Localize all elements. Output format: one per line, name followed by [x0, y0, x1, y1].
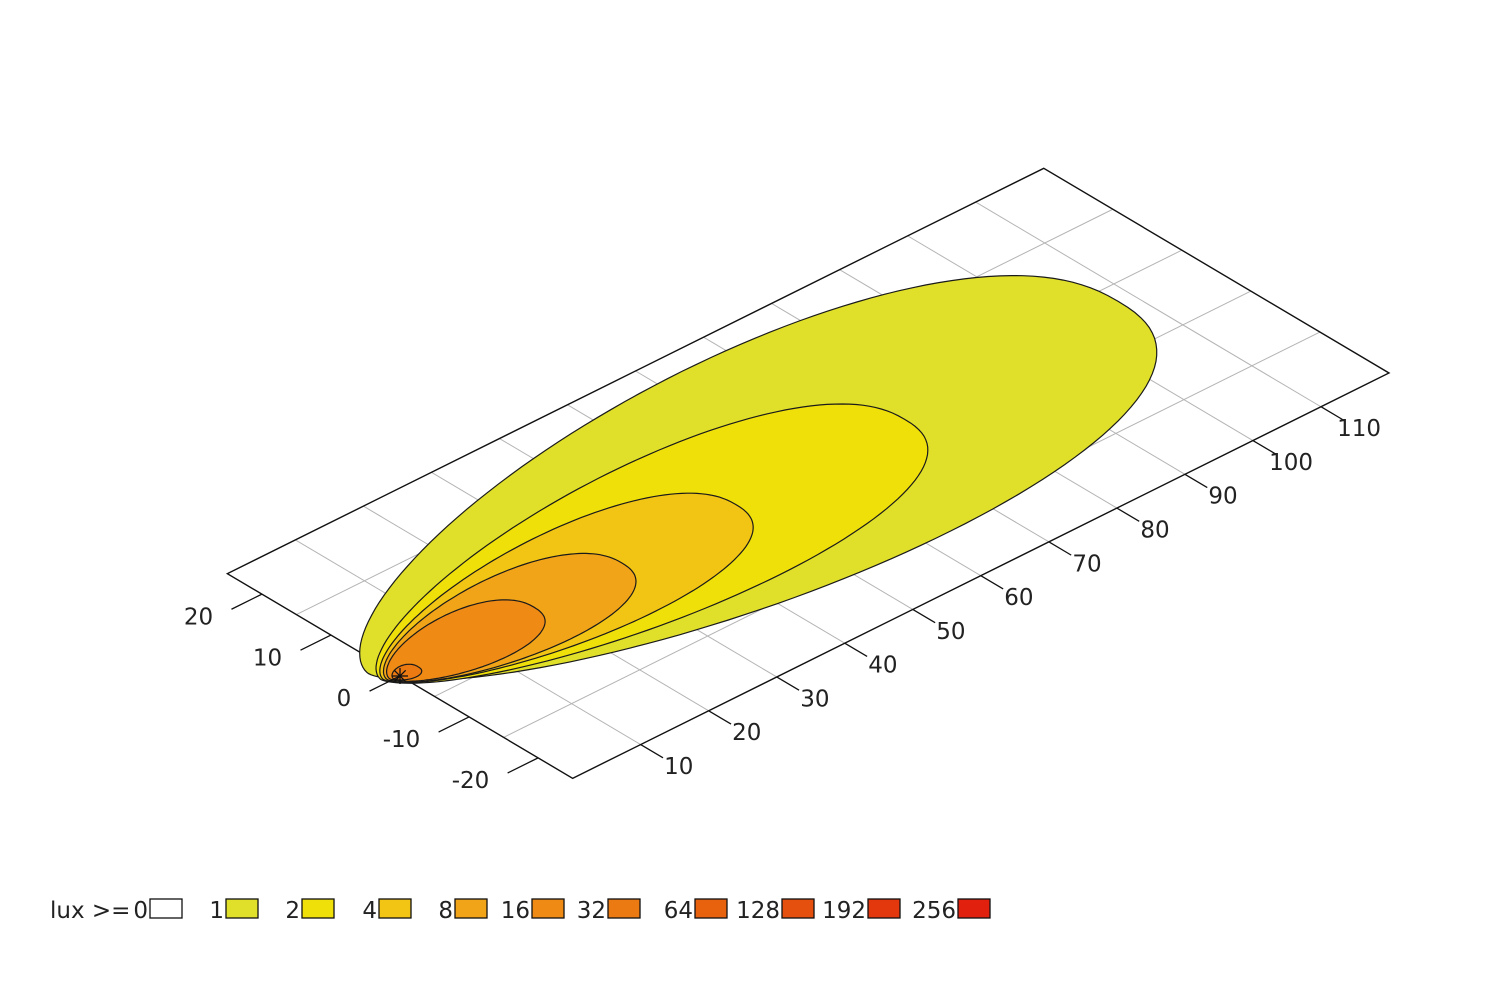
y-tick-label: 0: [337, 686, 352, 712]
y-tick-mark: [438, 716, 470, 733]
legend-label-1: 1: [209, 898, 224, 924]
legend-label-128: 128: [736, 898, 780, 924]
legend-label-8: 8: [438, 898, 453, 924]
x-tick-mark: [912, 608, 936, 624]
x-tick-label: 50: [936, 619, 965, 645]
x-tick-label: 110: [1337, 416, 1381, 442]
legend-label-2: 2: [285, 898, 300, 924]
legend-swatch-8: [454, 898, 488, 919]
x-tick-label: 40: [868, 653, 897, 679]
legend-swatch-192: [867, 898, 901, 919]
x-tick-mark: [1252, 439, 1276, 455]
legend-label-192: 192: [822, 898, 866, 924]
legend-label-256: 256: [912, 898, 956, 924]
x-tick-label: 10: [664, 754, 693, 780]
x-tick-label: 80: [1140, 518, 1169, 544]
legend-swatch-64: [694, 898, 728, 919]
y-tick-mark: [300, 634, 332, 651]
y-tick-label: -10: [383, 727, 421, 753]
legend-swatch-32: [607, 898, 641, 919]
legend-swatch-0: [149, 898, 183, 919]
y-tick-mark: [231, 593, 263, 610]
x-tick-label: 30: [800, 686, 829, 712]
y-tick-label: -20: [452, 768, 490, 794]
legend-swatch-128: [781, 898, 815, 919]
legend: lux >= 0 1 2 4 8 16 32 64 128 192 256: [50, 898, 991, 924]
y-tick-mark: [507, 757, 539, 774]
legend-prefix: lux >=: [50, 898, 130, 924]
x-tick-mark: [1320, 406, 1344, 421]
legend-swatch-2: [301, 898, 335, 919]
x-tick-label: 70: [1072, 551, 1101, 577]
x-tick-mark: [1116, 507, 1140, 522]
x-tick-mark: [844, 642, 868, 658]
x-tick-label: 60: [1004, 585, 1033, 611]
legend-label-4: 4: [362, 898, 377, 924]
isolux-contours: [359, 274, 1158, 684]
legend-label-16: 16: [501, 898, 530, 924]
legend-swatch-4: [378, 898, 412, 919]
y-tick-mark: [369, 675, 401, 692]
x-tick-mark: [1048, 541, 1072, 556]
x-tick-mark: [980, 575, 1004, 590]
grid-line-x: [975, 201, 1322, 408]
y-tick-label: 20: [184, 604, 213, 630]
isolux-contour-16: [386, 599, 546, 682]
x-tick-mark: [776, 676, 800, 691]
x-tick-label: 90: [1208, 484, 1237, 510]
legend-swatch-256: [957, 898, 991, 919]
legend-label-64: 64: [664, 898, 693, 924]
legend-swatch-1: [225, 898, 259, 919]
x-tick-label: 20: [732, 720, 761, 746]
y-tick-label: 10: [253, 645, 282, 671]
x-tick-mark: [1184, 473, 1208, 489]
x-tick-mark: [708, 710, 732, 725]
legend-swatch-16: [531, 898, 565, 919]
legend-label-0: 0: [133, 898, 148, 924]
x-tick-label: 100: [1269, 450, 1313, 476]
x-tick-mark: [640, 743, 664, 759]
legend-label-32: 32: [577, 898, 606, 924]
